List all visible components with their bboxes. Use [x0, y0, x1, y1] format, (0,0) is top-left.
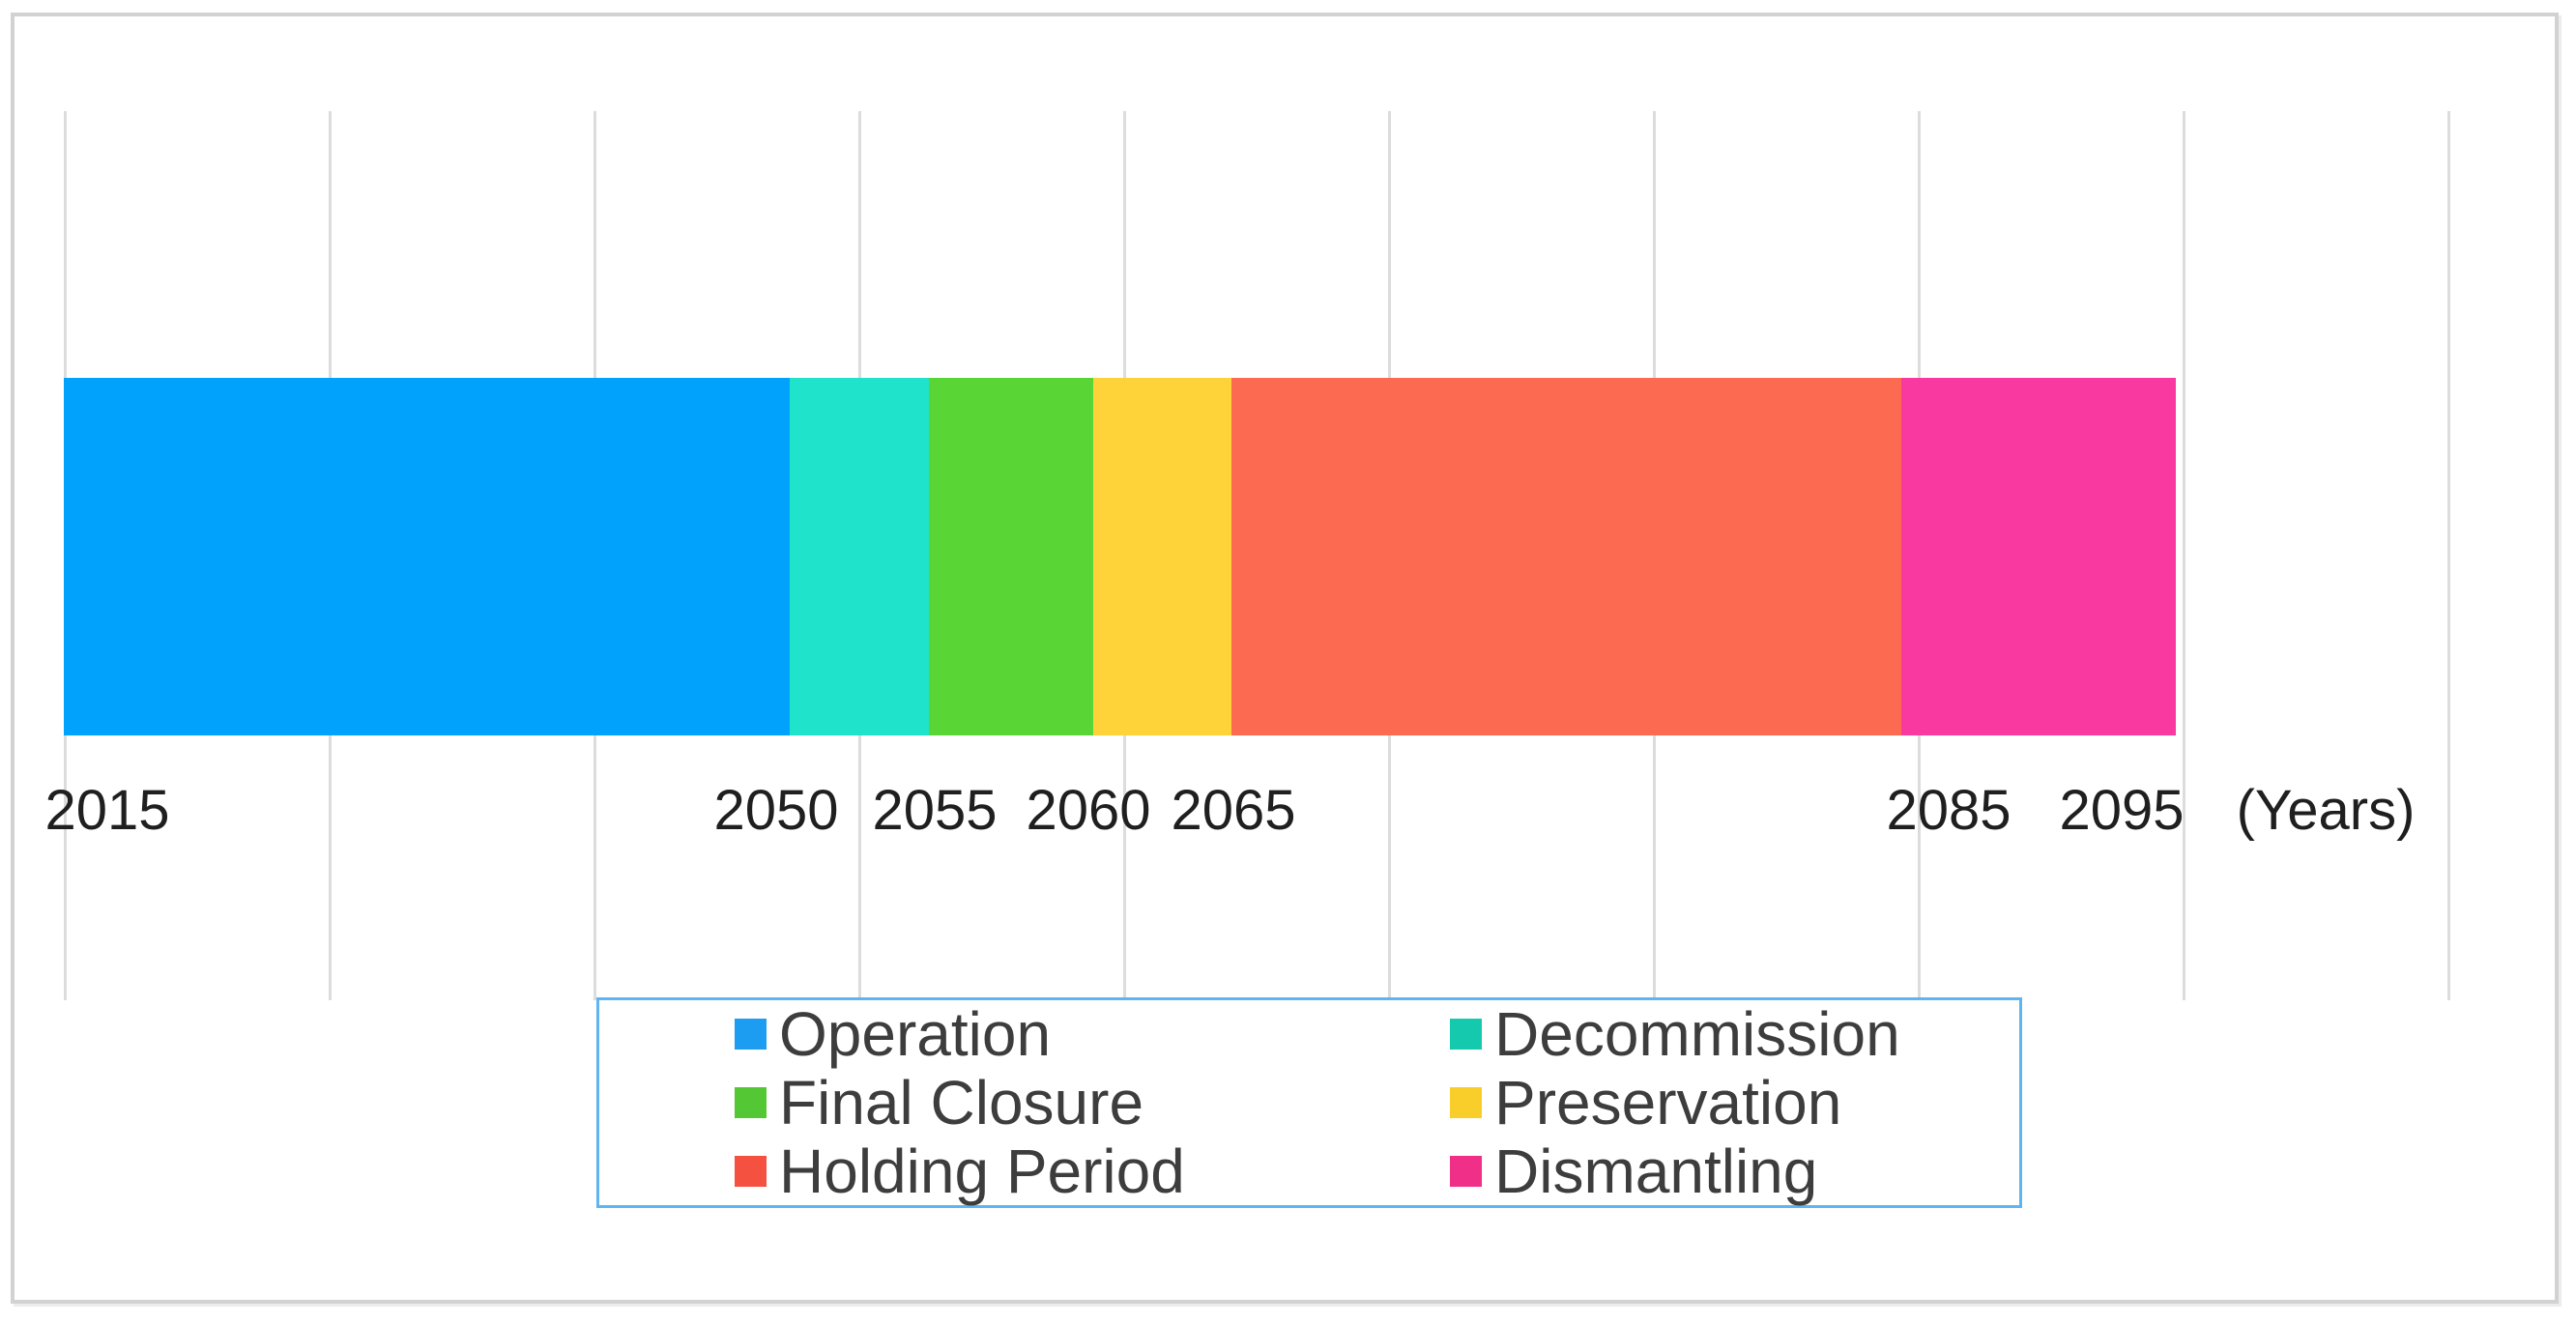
legend-label-holding-period: Holding Period — [779, 1136, 1185, 1206]
legend-item-operation: Operation — [735, 1003, 1450, 1065]
axis-unit-label: (Years) — [2236, 779, 2416, 842]
gridline — [2183, 111, 2185, 1000]
bar-segment-operation — [64, 378, 791, 735]
legend-item-holding-period: Holding Period — [735, 1140, 1450, 1202]
legend-item-decommission: Decommission — [1450, 1003, 2019, 1065]
bar-segment-holding-period — [1231, 378, 1901, 735]
legend-label-operation: Operation — [779, 999, 1052, 1070]
gridline — [2447, 111, 2450, 1000]
legend-swatch-decommission — [1450, 1019, 1482, 1051]
axis-tick-2095: 2095 — [2059, 779, 2185, 842]
legend-box: Operation Decommission Final Closure Preser… — [596, 997, 2022, 1208]
axis-tick-2055: 2055 — [872, 779, 998, 842]
axis-tick-2050: 2050 — [713, 779, 839, 842]
axis-tick-2015: 2015 — [44, 779, 170, 842]
legend-label-final-closure: Final Closure — [779, 1067, 1144, 1137]
legend-label-decommission: Decommission — [1494, 999, 1900, 1070]
axis-tick-2085: 2085 — [1886, 779, 2012, 842]
bar-segment-dismantling — [1900, 378, 2176, 735]
legend-item-dismantling: Dismantling — [1450, 1140, 2019, 1202]
legend-label-dismantling: Dismantling — [1494, 1136, 1818, 1206]
legend-swatch-dismantling — [1450, 1155, 1482, 1187]
legend-item-preservation: Preservation — [1450, 1072, 2019, 1134]
axis-tick-2060: 2060 — [1026, 779, 1151, 842]
legend-item-final-closure: Final Closure — [735, 1072, 1450, 1134]
axis-tick-2065: 2065 — [1171, 779, 1296, 842]
legend-label-preservation: Preservation — [1494, 1067, 1842, 1137]
legend-swatch-final-closure — [735, 1086, 767, 1118]
bar-segment-final-closure — [929, 378, 1093, 735]
legend-swatch-operation — [735, 1019, 767, 1051]
legend-swatch-preservation — [1450, 1086, 1482, 1118]
bar-segment-decommission — [790, 378, 930, 735]
bar-segment-preservation — [1092, 378, 1232, 735]
legend-swatch-holding-period — [735, 1155, 767, 1187]
stacked-timeline-bar — [64, 378, 2176, 735]
